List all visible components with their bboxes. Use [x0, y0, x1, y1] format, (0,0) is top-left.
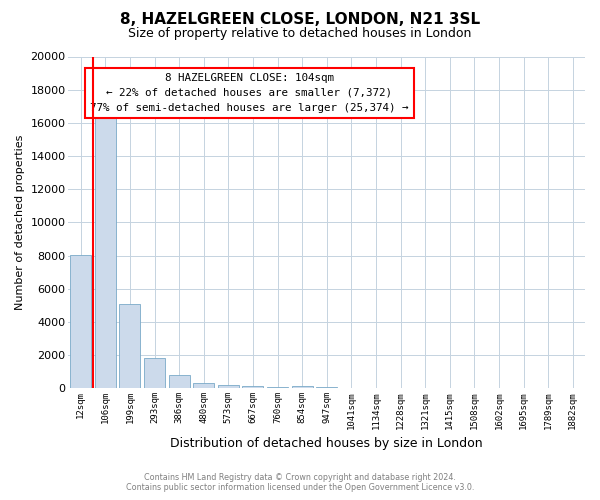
Text: 8, HAZELGREEN CLOSE, LONDON, N21 3SL: 8, HAZELGREEN CLOSE, LONDON, N21 3SL — [120, 12, 480, 28]
Bar — [144, 358, 165, 388]
Text: Size of property relative to detached houses in London: Size of property relative to detached ho… — [128, 28, 472, 40]
X-axis label: Distribution of detached houses by size in London: Distribution of detached houses by size … — [170, 437, 483, 450]
Text: 8 HAZELGREEN CLOSE: 104sqm
← 22% of detached houses are smaller (7,372)
77% of s: 8 HAZELGREEN CLOSE: 104sqm ← 22% of deta… — [90, 73, 409, 112]
Bar — [70, 254, 91, 388]
Text: Contains HM Land Registry data © Crown copyright and database right 2024.
Contai: Contains HM Land Registry data © Crown c… — [126, 473, 474, 492]
Bar — [95, 111, 116, 388]
Bar — [119, 304, 140, 388]
Y-axis label: Number of detached properties: Number of detached properties — [15, 134, 25, 310]
Bar — [292, 386, 313, 388]
Bar — [193, 383, 214, 388]
Bar — [218, 386, 239, 388]
Bar — [242, 386, 263, 388]
Bar — [267, 387, 288, 388]
Bar — [169, 376, 190, 388]
